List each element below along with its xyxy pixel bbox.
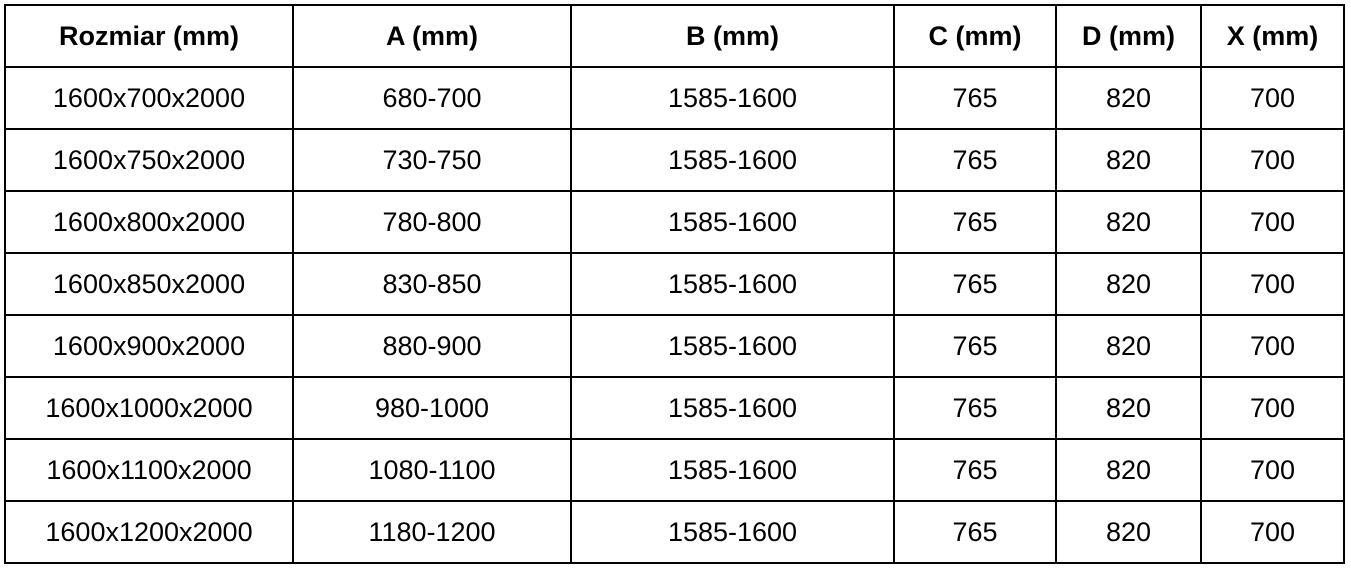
table-cell: 700 (1200, 66, 1345, 130)
table-cell: 700 (1200, 128, 1345, 192)
table-cell: 1585-1600 (570, 438, 895, 502)
table-cell: 765 (893, 66, 1057, 130)
header-row: Rozmiar (mm) A (mm) B (mm) C (mm) D (mm) X (m… (4, 4, 1345, 68)
table-cell: 680-700 (292, 66, 572, 130)
table-cell: 765 (893, 376, 1057, 440)
table-cell: 1600x800x2000 (4, 190, 294, 254)
column-header: B (mm) (570, 4, 895, 68)
table-cell: 700 (1200, 314, 1345, 378)
table-cell: 1600x1100x2000 (4, 438, 294, 502)
table-cell: 765 (893, 128, 1057, 192)
column-header: Rozmiar (mm) (4, 4, 294, 68)
table-cell: 700 (1200, 190, 1345, 254)
table-cell: 1585-1600 (570, 66, 895, 130)
table-cell: 820 (1055, 66, 1202, 130)
table-row: 1600x700x2000 680-700 1585-1600 765 820 700 (4, 66, 1345, 130)
table-cell: 1080-1100 (292, 438, 572, 502)
table-cell: 830-850 (292, 252, 572, 316)
table-cell: 980-1000 (292, 376, 572, 440)
table-cell: 1585-1600 (570, 128, 895, 192)
column-header: A (mm) (292, 4, 572, 68)
table-row: 1600x1100x2000 1080-1100 1585-1600 765 820 70… (4, 438, 1345, 502)
table-cell: 1600x900x2000 (4, 314, 294, 378)
table-cell: 1585-1600 (570, 500, 895, 564)
table-cell: 700 (1200, 500, 1345, 564)
table-row: 1600x850x2000 830-850 1585-1600 765 820 700 (4, 252, 1345, 316)
table-cell: 765 (893, 438, 1057, 502)
table-cell: 880-900 (292, 314, 572, 378)
column-header: D (mm) (1055, 4, 1202, 68)
table-row: 1600x900x2000 880-900 1585-1600 765 820 700 (4, 314, 1345, 378)
table-cell: 1600x850x2000 (4, 252, 294, 316)
column-header: X (mm) (1200, 4, 1345, 68)
table-cell: 1585-1600 (570, 252, 895, 316)
table-cell: 780-800 (292, 190, 572, 254)
table-cell: 765 (893, 190, 1057, 254)
table-cell: 820 (1055, 252, 1202, 316)
table-cell: 1585-1600 (570, 314, 895, 378)
table-cell: 700 (1200, 252, 1345, 316)
table-row: 1600x1000x2000 980-1000 1585-1600 765 820 700 (4, 376, 1345, 440)
table-cell: 1600x700x2000 (4, 66, 294, 130)
table-cell: 765 (893, 252, 1057, 316)
table-cell: 820 (1055, 438, 1202, 502)
table-cell: 820 (1055, 376, 1202, 440)
table-cell: 700 (1200, 376, 1345, 440)
table-row: 1600x800x2000 780-800 1585-1600 765 820 700 (4, 190, 1345, 254)
table-cell: 730-750 (292, 128, 572, 192)
table-cell: 820 (1055, 190, 1202, 254)
table-row: 1600x1200x2000 1180-1200 1585-1600 765 820 70… (4, 500, 1345, 564)
table-cell: 820 (1055, 500, 1202, 564)
table-cell: 765 (893, 500, 1057, 564)
table-cell: 1585-1600 (570, 190, 895, 254)
table-cell: 700 (1200, 438, 1345, 502)
table-cell: 820 (1055, 128, 1202, 192)
table-cell: 1600x750x2000 (4, 128, 294, 192)
table-cell: 820 (1055, 314, 1202, 378)
table-cell: 765 (893, 314, 1057, 378)
table-row: 1600x750x2000 730-750 1585-1600 765 820 700 (4, 128, 1345, 192)
table-cell: 1600x1200x2000 (4, 500, 294, 564)
table-cell: 1180-1200 (292, 500, 572, 564)
table-cell: 1600x1000x2000 (4, 376, 294, 440)
dimensions-table: Rozmiar (mm) A (mm) B (mm) C (mm) D (mm) X (m… (4, 4, 1345, 564)
table-cell: 1585-1600 (570, 376, 895, 440)
column-header: C (mm) (893, 4, 1057, 68)
